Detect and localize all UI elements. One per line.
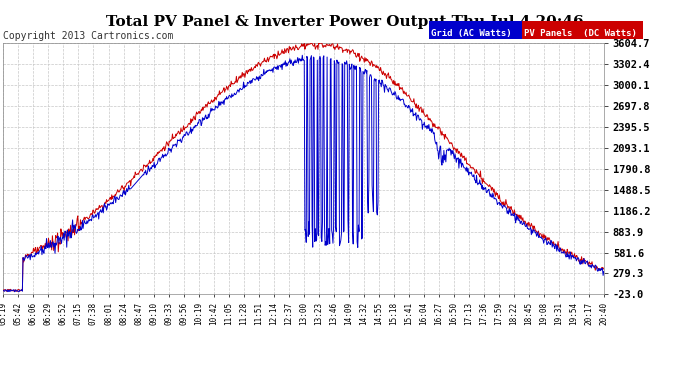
Text: PV Panels  (DC Watts): PV Panels (DC Watts) [524,29,638,38]
Text: Total PV Panel & Inverter Power Output Thu Jul 4 20:46: Total PV Panel & Inverter Power Output T… [106,15,584,29]
Text: Copyright 2013 Cartronics.com: Copyright 2013 Cartronics.com [3,32,174,41]
Text: Grid (AC Watts): Grid (AC Watts) [431,29,512,38]
